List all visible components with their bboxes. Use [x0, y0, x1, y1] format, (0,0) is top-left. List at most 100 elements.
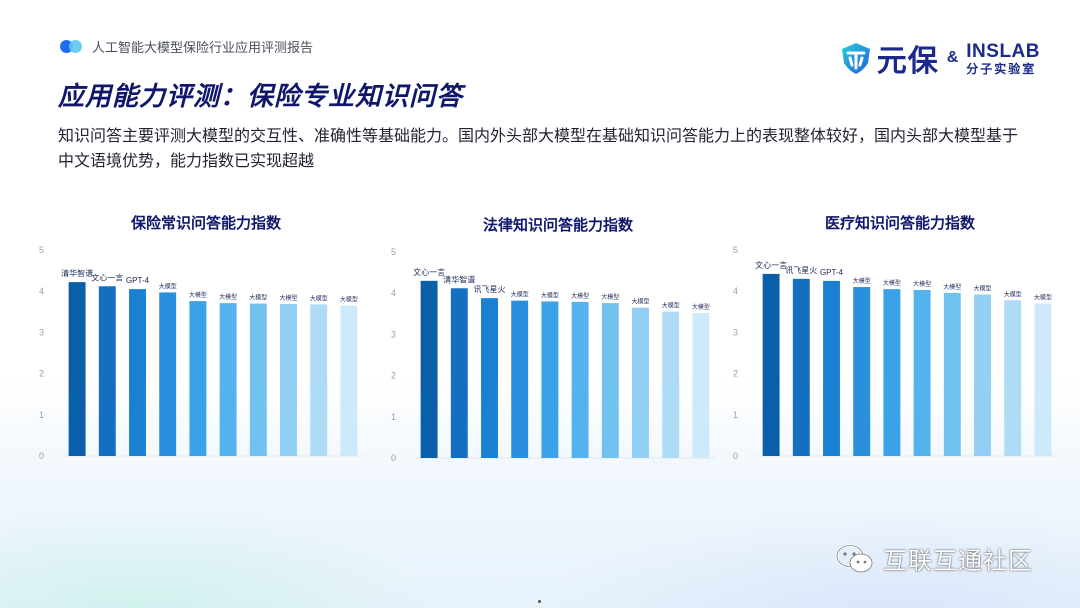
bar-data-label: GPT-4: [126, 276, 150, 285]
bar: [883, 289, 901, 456]
y-tick-label: 3: [391, 329, 396, 339]
y-tick-label: 2: [733, 369, 738, 379]
watermark: 互联互通社区: [835, 541, 1033, 576]
y-tick-label: 1: [733, 410, 738, 420]
bar: [762, 273, 780, 456]
bar: [98, 286, 116, 456]
bar-data-label: 大模型: [853, 277, 871, 285]
bar-data-label: 大模型: [340, 296, 358, 304]
y-tick-label: 2: [39, 369, 44, 379]
partner-name-cn: 分子实验室: [966, 61, 1037, 76]
bar-data-label: 大模型: [219, 293, 237, 301]
bar-data-label: 文心一言: [413, 267, 445, 277]
bar: [310, 304, 328, 456]
bar-data-label: 大模型: [973, 284, 991, 292]
bar: [420, 280, 438, 458]
bar-data-label: 大模型: [913, 280, 931, 288]
shield-logo-icon: [841, 43, 870, 74]
logo-area: 元保 & INSLAB 分子实验室: [839, 36, 1040, 80]
y-tick-label: 0: [39, 451, 44, 461]
bar: [129, 289, 146, 456]
bar: [541, 301, 559, 458]
chart-title: 法律知识问答能力指数: [483, 216, 634, 234]
bar: [450, 288, 468, 458]
bar: [601, 303, 619, 458]
bar: [219, 303, 237, 456]
bar: [632, 307, 649, 458]
bar-data-label: 大模型: [601, 293, 619, 301]
y-tick-label: 2: [391, 371, 396, 381]
bar-data-label: 大模型: [571, 292, 589, 300]
y-tick-label: 1: [39, 410, 44, 420]
page-title: 应用能力评测：保险专业知识问答: [58, 81, 464, 111]
y-tick-label: 0: [391, 453, 396, 463]
y-tick-label: 5: [733, 245, 738, 255]
y-tick-label: 1: [391, 412, 396, 422]
bar: [662, 311, 680, 458]
bar: [511, 300, 529, 458]
bar-data-label: 文心一言: [91, 272, 123, 282]
bar-data-label: 讯飞星火: [785, 266, 817, 275]
chart-title: 保险常识问答能力指数: [130, 214, 282, 232]
report-header: 人工智能大模型保险行业应用评测报告: [60, 37, 313, 56]
bar-data-label: 大模型: [541, 291, 559, 299]
bar: [571, 301, 589, 458]
bar-data-label: 大模型: [943, 283, 961, 291]
bar: [792, 278, 810, 456]
y-tick-label: 5: [391, 247, 396, 257]
bar-data-label: 大模型: [662, 302, 680, 310]
y-tick-label: 4: [39, 286, 44, 296]
bar-data-label: GPT-4: [820, 268, 844, 277]
y-tick-label: 0: [733, 451, 738, 461]
bar: [913, 289, 931, 456]
wechat-icon: [835, 543, 873, 572]
report-dots-icon: [60, 39, 86, 55]
y-tick-label: 4: [391, 288, 396, 298]
bar-data-label: 大模型: [1034, 294, 1052, 302]
bar-data-label: 文心一言: [755, 260, 787, 270]
y-tick-label: 3: [733, 327, 738, 337]
ampersand: &: [946, 49, 959, 66]
intro-paragraph: 知识问答主要评测大模型的交互性、准确性等基础能力。国内外头部大模型在基础知识问答…: [58, 128, 1019, 170]
bar-data-label: 大模型: [1004, 290, 1022, 298]
chart-medical-knowledge: 医疗知识问答能力指数 0 1 2 3 4 5 文心一言 讯飞星火 GPT-4 大模型 大模型 大模型 大模…: [716, 206, 1064, 474]
bar-data-label: 大模型: [883, 279, 901, 287]
y-tick-label: 5: [39, 245, 44, 255]
bar: [823, 280, 840, 456]
bar-data-label: 大模型: [249, 294, 267, 302]
bar-data-label: 大模型: [631, 298, 649, 306]
bar-data-label: 大模型: [159, 282, 177, 290]
partner-logo: INSLAB 分子实验室: [966, 42, 1040, 75]
bar: [249, 303, 267, 456]
bar-data-label: 大模型: [511, 291, 529, 299]
bar-data-label: 清华智谱: [443, 274, 475, 284]
y-tick-label: 4: [733, 286, 738, 296]
bar: [853, 287, 871, 456]
watermark-text: 互联互通社区: [883, 548, 1033, 575]
bar-data-label: 大模型: [310, 294, 328, 302]
chart-insurance-knowledge: 保险常识问答能力指数 0 1 2 3 4 5 清华智谱 文心一言 GPT-4 大模型 大模型 大模型 大模…: [22, 206, 370, 474]
bar: [974, 294, 991, 456]
brand-name: 元保: [876, 45, 939, 78]
bar: [340, 305, 358, 456]
page-indicator-dot: [538, 600, 541, 603]
bar-data-label: 讯飞星火: [474, 285, 506, 294]
bar: [943, 292, 961, 456]
chart-title: 医疗知识问答能力指数: [825, 214, 976, 232]
bar-data-label: 大模型: [279, 294, 297, 302]
chart-legal-knowledge: 法律知识问答能力指数 0 1 2 3 4 5 文心一言 清华智谱 讯飞星火 大模型 大模型 大模型 大模型…: [374, 208, 722, 476]
bar-data-label: 大模型: [189, 291, 207, 299]
bar: [1004, 300, 1022, 456]
bar: [1034, 303, 1052, 456]
bar-data-label: 大模型: [692, 303, 710, 311]
y-tick-label: 3: [39, 327, 44, 337]
bar: [68, 282, 86, 456]
bar: [692, 312, 710, 458]
report-title: 人工智能大模型保险行业应用评测报告: [92, 40, 314, 55]
bar: [280, 303, 297, 456]
bar: [189, 301, 207, 456]
bar: [159, 292, 177, 456]
